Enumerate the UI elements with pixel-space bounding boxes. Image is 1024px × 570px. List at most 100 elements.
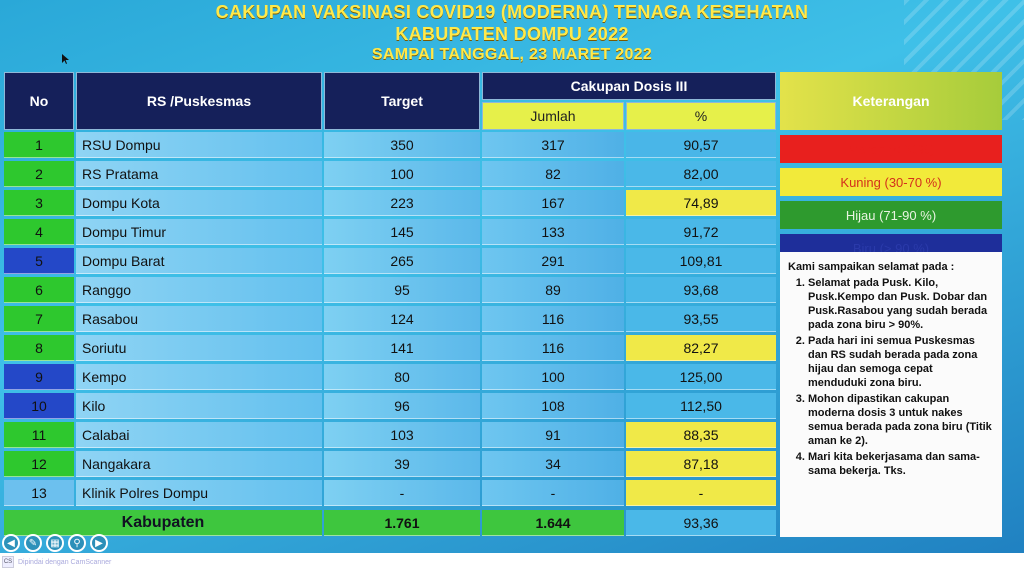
next-slide-icon[interactable]: ▶ [90,534,108,552]
row-no: 12 [4,451,74,477]
row-name: Soriutu [76,335,322,361]
row-target: 80 [324,364,480,390]
notes-lead: Kami sampaikan selamat pada : [788,261,955,273]
row-no: 5 [4,248,74,274]
table-row: 2 RS Pratama 100 82 82,00 [4,161,776,188]
row-no: 7 [4,306,74,332]
row-pct: 93,55 [626,306,776,332]
row-no: 6 [4,277,74,303]
page-subtitle: KABUPATEN DOMPU 2022 [395,24,629,44]
table-row: 10 Kilo 96 108 112,50 [4,393,776,420]
header-target: Target [324,72,480,130]
row-name: RSU Dompu [76,132,322,158]
zoom-icon[interactable]: ⚲ [68,534,86,552]
row-no: 10 [4,393,74,419]
scanner-watermark: CS Dipindai dengan CamScanner [2,556,111,568]
row-target: 223 [324,190,480,216]
legend-panel: Keterangan Merah (< 30%) Kuning (30-70 %)… [780,72,1002,262]
row-target: 350 [324,132,480,158]
footer-pct: 93,36 [626,510,776,536]
page-date: SAMPAI TANGGAL, 23 MARET 2022 [371,46,653,63]
row-no: 1 [4,132,74,158]
row-jumlah: - [482,480,624,506]
row-pct: 125,00 [626,364,776,390]
footer-jumlah: 1.644 [482,510,624,536]
row-pct: 93,68 [626,277,776,303]
table-row: 3 Dompu Kota 223 167 74,89 [4,190,776,217]
row-name: Kempo [76,364,322,390]
header-name: RS /Puskesmas [76,72,322,130]
slides-icon[interactable]: ▦ [46,534,64,552]
row-no: 11 [4,422,74,448]
table-footer-row: Kabupaten 1.761 1.644 93,36 [4,510,776,537]
notes-panel: Kami sampaikan selamat pada : Selamat pa… [780,252,1002,537]
row-target: 96 [324,393,480,419]
legend-item: Merah (< 30%) [780,135,1002,163]
page-title: CAKUPAN VAKSINASI COVID19 (MODERNA) TENA… [215,2,809,22]
row-jumlah: 34 [482,451,624,477]
table-row: 6 Ranggo 95 89 93,68 [4,277,776,304]
row-jumlah: 116 [482,306,624,332]
row-jumlah: 167 [482,190,624,216]
row-jumlah: 91 [482,422,624,448]
row-name: Kilo [76,393,322,419]
row-jumlah: 317 [482,132,624,158]
row-pct: 112,50 [626,393,776,419]
table-row: 1 RSU Dompu 350 317 90,57 [4,132,776,159]
note-item: Mari kita bekerjasama dan sama-sama beke… [808,450,994,478]
row-jumlah: 100 [482,364,624,390]
footer-name: Kabupaten [4,510,322,536]
watermark-text: Dipindai dengan CamScanner [18,558,112,566]
legend-item: Hijau (71-90 %) [780,201,1002,229]
legend-item: Kuning (30-70 %) [780,168,1002,196]
table-row: 7 Rasabou 124 116 93,55 [4,306,776,333]
prev-slide-icon[interactable]: ◀ [2,534,20,552]
note-item: Selamat pada Pusk. Kilo, Pusk.Kempo dan … [808,276,994,332]
row-pct: 91,72 [626,219,776,245]
row-jumlah: 89 [482,277,624,303]
row-no: 4 [4,219,74,245]
row-name: Klinik Polres Dompu [76,480,322,506]
row-jumlah: 133 [482,219,624,245]
row-name: Dompu Kota [76,190,322,216]
mouse-cursor-icon [62,54,70,64]
camscanner-logo: CS [2,556,14,568]
row-name: Dompu Barat [76,248,322,274]
table-row: 4 Dompu Timur 145 133 91,72 [4,219,776,246]
row-pct: 90,57 [626,132,776,158]
note-item: Pada hari ini semua Puskesmas dan RS sud… [808,334,994,390]
row-pct: 88,35 [626,422,776,448]
table-row: 11 Calabai 103 91 88,35 [4,422,776,449]
pen-icon[interactable]: ✎ [24,534,42,552]
table-row: 8 Soriutu 141 116 82,27 [4,335,776,362]
legend-title: Keterangan [780,72,1002,130]
legend-items: Merah (< 30%) Kuning (30-70 %) Hijau (71-9… [780,135,1002,262]
row-no: 3 [4,190,74,216]
header-no: No [4,72,74,130]
note-item: Mohon dipastikan cakupan moderna dosis 3… [808,392,994,448]
row-name: Nangakara [76,451,322,477]
row-name: Ranggo [76,277,322,303]
row-target: 95 [324,277,480,303]
table-row: 12 Nangakara 39 34 87,18 [4,451,776,478]
row-target: - [324,480,480,506]
header-pct: % [626,102,776,130]
row-pct: 74,89 [626,190,776,216]
row-no: 9 [4,364,74,390]
row-name: Dompu Timur [76,219,322,245]
row-target: 39 [324,451,480,477]
row-jumlah: 82 [482,161,624,187]
row-jumlah: 291 [482,248,624,274]
row-jumlah: 116 [482,335,624,361]
row-no: 13 [4,480,74,506]
row-no: 2 [4,161,74,187]
header-jumlah: Jumlah [482,102,624,130]
header-group: Cakupan Dosis III [482,72,776,100]
row-pct: 87,18 [626,451,776,477]
row-pct: 109,81 [626,248,776,274]
row-target: 124 [324,306,480,332]
row-target: 145 [324,219,480,245]
table-row: 9 Kempo 80 100 125,00 [4,364,776,391]
row-no: 8 [4,335,74,361]
table-row: 13 Klinik Polres Dompu - - - [4,480,776,507]
